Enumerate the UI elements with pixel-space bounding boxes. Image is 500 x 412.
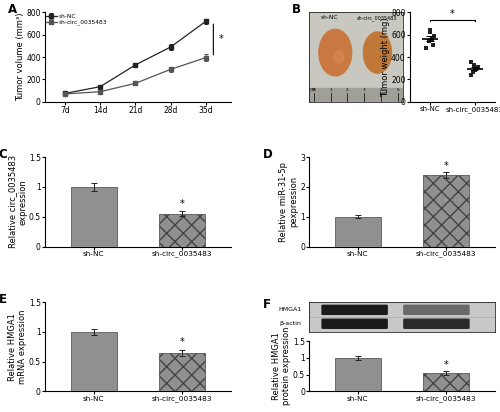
- Ellipse shape: [334, 51, 344, 63]
- FancyBboxPatch shape: [404, 305, 469, 314]
- Y-axis label: Relative circ_0035483
expression: Relative circ_0035483 expression: [8, 155, 28, 248]
- Text: B: B: [292, 3, 301, 16]
- Ellipse shape: [319, 29, 352, 76]
- Bar: [334, 217, 381, 246]
- Point: [469, 69, 477, 75]
- Bar: [159, 353, 206, 391]
- Text: *: *: [450, 9, 455, 19]
- Point: [467, 72, 475, 79]
- Point: [422, 45, 430, 52]
- Point: [430, 33, 438, 39]
- Legend: sh-NC, sh-circ_0035483: sh-NC, sh-circ_0035483: [46, 14, 107, 25]
- Text: D: D: [262, 148, 272, 161]
- Text: HMGA1: HMGA1: [278, 307, 301, 312]
- Bar: [424, 373, 470, 391]
- Y-axis label: Relative HMGA1
mRNA expression: Relative HMGA1 mRNA expression: [8, 309, 28, 384]
- Text: CM: CM: [310, 88, 316, 92]
- Point: [474, 64, 482, 70]
- Point: [428, 42, 436, 48]
- Point: [471, 67, 479, 73]
- Text: sh-circ_0035483: sh-circ_0035483: [356, 15, 397, 21]
- Text: C: C: [0, 148, 8, 161]
- Y-axis label: Tumor volume (mm³): Tumor volume (mm³): [16, 13, 25, 101]
- Text: *: *: [180, 337, 184, 347]
- Point: [472, 65, 480, 72]
- FancyBboxPatch shape: [404, 319, 469, 328]
- Text: *: *: [180, 199, 184, 209]
- Text: *: *: [218, 35, 223, 44]
- Point: [470, 61, 478, 68]
- Y-axis label: Tumor weight (mg): Tumor weight (mg): [380, 17, 390, 97]
- Text: 0: 0: [312, 88, 315, 92]
- Bar: [334, 358, 381, 391]
- Bar: [70, 332, 117, 391]
- Text: F: F: [262, 298, 270, 311]
- Text: 5: 5: [396, 88, 400, 92]
- Text: 3: 3: [363, 88, 366, 92]
- Text: 1: 1: [329, 88, 332, 92]
- Text: 4: 4: [380, 88, 382, 92]
- Y-axis label: Relative HMGA1
protein expression: Relative HMGA1 protein expression: [272, 327, 291, 405]
- Ellipse shape: [364, 32, 392, 73]
- Point: [426, 26, 434, 33]
- Y-axis label: Relative miR-31-5p
pexpression: Relative miR-31-5p pexpression: [279, 162, 298, 242]
- Bar: [70, 187, 117, 246]
- Text: 2: 2: [346, 88, 349, 92]
- Bar: [309, 88, 402, 102]
- Text: *: *: [444, 360, 448, 370]
- Text: sh-NC: sh-NC: [321, 15, 338, 20]
- Bar: [424, 175, 470, 246]
- Text: β-actin: β-actin: [280, 321, 301, 326]
- Text: A: A: [8, 3, 17, 16]
- Point: [467, 59, 475, 66]
- Text: E: E: [0, 293, 6, 306]
- FancyBboxPatch shape: [322, 319, 387, 328]
- Point: [426, 37, 434, 44]
- Point: [426, 28, 434, 35]
- Bar: [159, 214, 206, 246]
- Bar: [309, 12, 402, 88]
- Point: [428, 35, 436, 42]
- Text: *: *: [444, 161, 448, 171]
- FancyBboxPatch shape: [322, 305, 387, 314]
